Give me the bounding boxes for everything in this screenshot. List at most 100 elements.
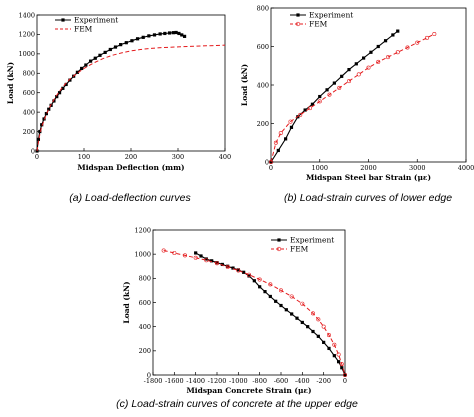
data-point-fem [326,333,331,338]
x-tick-label: 200 [125,153,137,161]
data-point-fem [161,248,166,253]
x-tick-label: 4000 [458,164,474,172]
y-tick-label: 800 [23,70,35,78]
data-point-fem [332,342,337,347]
data-point-experiment [158,32,162,36]
x-tick-label: -800 [252,377,267,385]
chart-caption: (b) Load-strain curves of lower edge [284,192,452,204]
plot-frame [152,229,346,376]
data-point-experiment [220,262,224,267]
y-tick-label: 1200 [134,226,151,234]
data-point-experiment [310,102,315,106]
data-point-experiment [141,35,145,39]
chart-caption: (c) Load-strain curves of concrete at th… [116,398,358,410]
data-point-experiment [226,264,230,268]
data-point-experiment [284,137,288,141]
data-point-experiment [231,266,235,270]
data-point-fem [273,140,278,145]
data-point-fem [432,31,437,36]
x-tick-label: -1600 [165,377,184,385]
data-point-fem [268,282,273,287]
legend-label-fem: FEM [309,20,328,29]
data-point-experiment [171,31,175,35]
legend-marker-fem [295,21,301,27]
data-point-experiment [98,53,102,57]
data-point-fem [327,92,332,97]
data-point-experiment [252,279,256,283]
legend-label-experiment: Experiment [74,16,118,25]
y-tick-label: 400 [139,323,151,331]
data-point-experiment [113,45,118,49]
y-tick-label: 1000 [134,250,151,258]
data-point-experiment [75,70,80,74]
data-point-experiment [303,108,307,112]
data-point-experiment [182,34,187,38]
x-axis-label: Midspan Steel bar Strain (με) [306,173,431,182]
data-point-fem [257,277,262,282]
legend-label-fem: FEM [290,245,309,254]
data-point-experiment [325,88,329,92]
x-tick-label: 0 [35,153,39,161]
data-point-experiment [276,148,280,153]
y-tick-label: 800 [139,275,151,283]
y-tick-label: 800 [257,4,269,12]
legend-marker-fem [276,246,282,252]
data-point-experiment [311,329,315,334]
data-point-fem [247,272,252,277]
data-point-experiment [396,29,400,33]
y-axis-label: Load (kN) [122,281,131,323]
series-line-fem [36,44,226,152]
data-point-fem [316,317,321,322]
x-tick-label: 1000 [311,164,328,172]
y-axis-label: Load (kN) [240,64,249,106]
data-point-experiment [130,39,134,43]
data-point-experiment [383,39,388,43]
data-point-fem [215,261,220,266]
x-tick-label: 3000 [409,164,426,172]
legend-marker-experiment [296,13,300,17]
data-point-experiment [391,33,395,37]
y-tick-label: 0 [265,158,269,166]
y-tick-label: 600 [257,43,269,51]
chart-concrete-strain: -1800 -1600 -1400 -1200 -1000 -800 -600 -400 -20… [116,226,358,410]
data-point-experiment [274,299,278,303]
x-tick-label: -1000 [229,377,248,385]
legend-marker-experiment [277,238,281,242]
legend-label-experiment: Experiment [290,236,334,245]
data-point-experiment [55,95,59,99]
data-point-fem [298,112,303,117]
data-point-experiment [38,129,42,134]
data-point-fem [236,268,241,273]
data-point-experiment [289,125,294,129]
y-tick-label: 1200 [18,31,35,39]
data-point-experiment [284,308,288,312]
data-point-experiment [318,94,322,99]
data-point-experiment [204,257,208,261]
data-point-fem [415,40,420,45]
data-point-experiment [263,290,267,294]
data-point-experiment [258,285,262,289]
data-point-experiment [152,33,157,37]
x-tick-label: -200 [316,377,331,385]
data-point-fem [405,45,410,50]
data-point-fem [336,352,341,357]
data-point-experiment [376,44,380,49]
data-point-experiment [44,112,48,116]
data-point-fem [317,99,322,104]
x-tick-label: 0 [343,377,347,385]
data-point-fem [225,264,230,269]
data-point-fem [307,106,312,111]
x-tick-label: -1800 [144,377,163,385]
y-tick-label: 400 [23,108,35,116]
series-line-fem [163,250,346,376]
data-point-experiment [295,316,299,320]
data-point-experiment [199,254,203,258]
legend-label-fem: FEM [74,25,93,34]
data-point-experiment [316,334,320,338]
data-point-experiment [47,107,51,111]
data-point-fem [356,72,361,77]
data-point-fem [289,294,294,299]
data-point-fem [337,85,342,90]
data-point-experiment [242,270,246,274]
data-point-fem [424,35,429,40]
